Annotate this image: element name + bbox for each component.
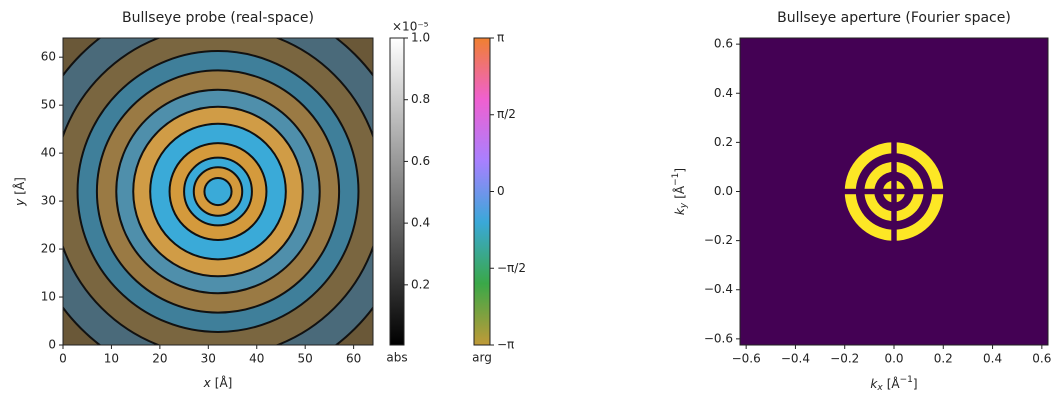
aperture-ring [864,161,924,222]
colorbar-tick-label: −π [497,338,514,352]
phase-band [203,176,233,207]
y-tick-label: 0 [48,338,56,352]
x-tick-label: −0.6 [732,352,761,366]
colorbar-tick-label: π/2 [497,107,516,121]
x-tick-label: 0.2 [934,352,953,366]
x-tick-label: 10 [104,352,119,366]
image [740,38,1048,345]
x-tick-label: 50 [298,352,313,366]
colorbar [473,37,491,346]
axis-label: y [Å] [12,177,27,207]
aperture-ring [882,180,906,203]
x-tick-label: 0.6 [1032,352,1051,366]
x-tick-label: −0.2 [830,352,859,366]
x-tick-label: 60 [346,352,361,366]
y-tick-label: −0.4 [704,282,733,296]
colorbar-tick-label: 0.4 [411,216,430,230]
axis-label-symbol: x [203,376,212,390]
x-tick-label: 0.4 [983,352,1002,366]
y-tick-label: 0.2 [714,135,733,149]
axis-label-unit: [Å] [12,177,27,195]
y-tick-label: 50 [41,98,56,112]
axis-label-unit: [Å [672,185,687,199]
image [63,38,373,345]
axis-label-symbol: k [673,207,687,215]
y-tick-label: 60 [41,50,56,64]
axis-label-sub: x [876,383,883,393]
chart-title: Bullseye aperture (Fourier space) [777,10,1011,26]
axis-label-sub: y [679,202,689,209]
axis-label-close: ] [673,168,687,173]
colorbar [389,37,405,346]
colorbar-tick-label: 1.0 [411,31,430,45]
axes-frame [62,37,374,346]
x-tick-label: 0 [59,352,67,366]
y-tick-label: 40 [41,146,56,160]
y-tick-label: 0.0 [714,184,733,198]
x-tick-label: 0.0 [884,352,903,366]
colorbar-tick-label: 0.8 [411,92,430,106]
colorbar-tick-label: 0 [497,184,505,198]
colorbar-tick-label: π [497,31,504,45]
axis-label-unit: [Å [887,376,901,391]
axis-label: x [Å] [203,375,233,390]
axis-label-unit: [Å] [215,375,233,390]
y-tick-label: 10 [41,290,56,304]
x-tick-label: 20 [152,352,167,366]
aperture-gap [891,140,897,243]
axis-label-symbol: y [13,198,27,207]
axis-label: ky [Å−1] [671,168,689,215]
axis-label-symbol: k [870,377,878,391]
colorbar-label: arg [472,351,492,365]
axes-frame [739,37,1049,346]
axis-label-sup: −1 [671,173,681,186]
axis-label-close: ] [913,377,918,391]
y-tick-label: −0.6 [704,331,733,345]
x-tick-label: 40 [249,352,264,366]
x-tick-label: 30 [201,352,216,366]
y-tick-label: 30 [41,194,56,208]
axis-label-sup: −1 [900,375,913,385]
colorbar-tick-label: 0.2 [411,277,430,291]
colorbar-exponent: ×10⁻⁵ [392,20,429,34]
y-tick-label: 0.4 [714,86,733,100]
y-tick-label: 20 [41,242,56,256]
x-tick-label: −0.4 [781,352,810,366]
y-tick-label: 0.6 [714,37,733,51]
colorbar-tick-label: −π/2 [497,261,526,275]
colorbar-label: abs [386,351,407,365]
axis-label: kx [Å−1] [870,375,917,393]
chart-title: Bullseye probe (real-space) [122,10,314,26]
colorbar-tick-label: 0.6 [411,154,430,168]
y-tick-label: −0.2 [704,233,733,247]
